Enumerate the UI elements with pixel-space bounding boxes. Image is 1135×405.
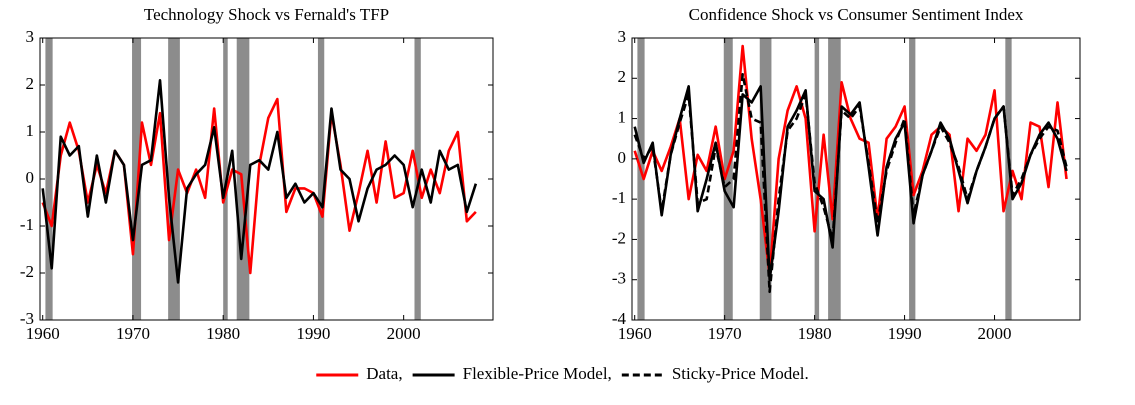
series-line: [41, 79, 478, 284]
recession-band: [814, 38, 820, 320]
x-tick-label: 1980: [798, 324, 832, 343]
y-tick-label: 0: [26, 168, 35, 187]
recession-band: [45, 38, 53, 320]
plot-area: [41, 38, 478, 320]
y-tick-label: -2: [612, 228, 626, 247]
x-tick-label: 1970: [116, 324, 150, 343]
y-tick-label: 2: [618, 67, 627, 86]
series-line: [633, 72, 1068, 294]
recession-band: [236, 38, 250, 320]
y-tick-label: 2: [26, 74, 35, 93]
recession-band: [317, 38, 325, 320]
y-tick-label: -3: [612, 269, 626, 288]
x-tick-label: 1960: [618, 324, 652, 343]
series-line: [633, 44, 1068, 277]
y-tick-label: -4: [612, 309, 627, 328]
axes-frame: [631, 37, 1081, 321]
recession-band: [132, 38, 142, 320]
y-tick-label: -1: [20, 215, 34, 234]
y-tick-label: -2: [20, 262, 34, 281]
recession-band: [723, 38, 733, 320]
legend-label: Flexible-Price Model,: [463, 364, 612, 383]
x-tick-label: 1970: [708, 324, 742, 343]
x-tick-label: 2000: [387, 324, 421, 343]
y-tick-label: -1: [612, 188, 626, 207]
y-tick-label: -3: [20, 309, 34, 328]
y-tick-label: 0: [618, 148, 627, 167]
x-tick-label: 2000: [978, 324, 1012, 343]
y-tick-label: 3: [618, 27, 627, 46]
recession-band: [168, 38, 180, 320]
y-tick-label: 3: [26, 27, 35, 46]
chart-title: Confidence Shock vs Consumer Sentiment I…: [689, 5, 1024, 24]
x-tick-label: 1980: [206, 324, 240, 343]
x-tick-label: 1960: [26, 324, 60, 343]
legend-label: Sticky-Price Model.: [672, 364, 809, 383]
x-tick-label: 1990: [888, 324, 922, 343]
x-tick-label: 1990: [296, 324, 330, 343]
legend: Data, Flexible-Price Model, Sticky-Price M…: [316, 364, 809, 383]
plot-area: [633, 38, 1068, 320]
legend-label: Data,: [366, 364, 402, 383]
series-line: [633, 85, 1068, 282]
recession-band: [223, 38, 228, 320]
y-tick-label: 1: [618, 107, 627, 126]
recession-band: [1005, 38, 1012, 320]
chart-title: Technology Shock vs Fernald's TFP: [144, 5, 389, 24]
y-tick-label: 1: [26, 121, 35, 140]
recession-band: [637, 38, 645, 320]
